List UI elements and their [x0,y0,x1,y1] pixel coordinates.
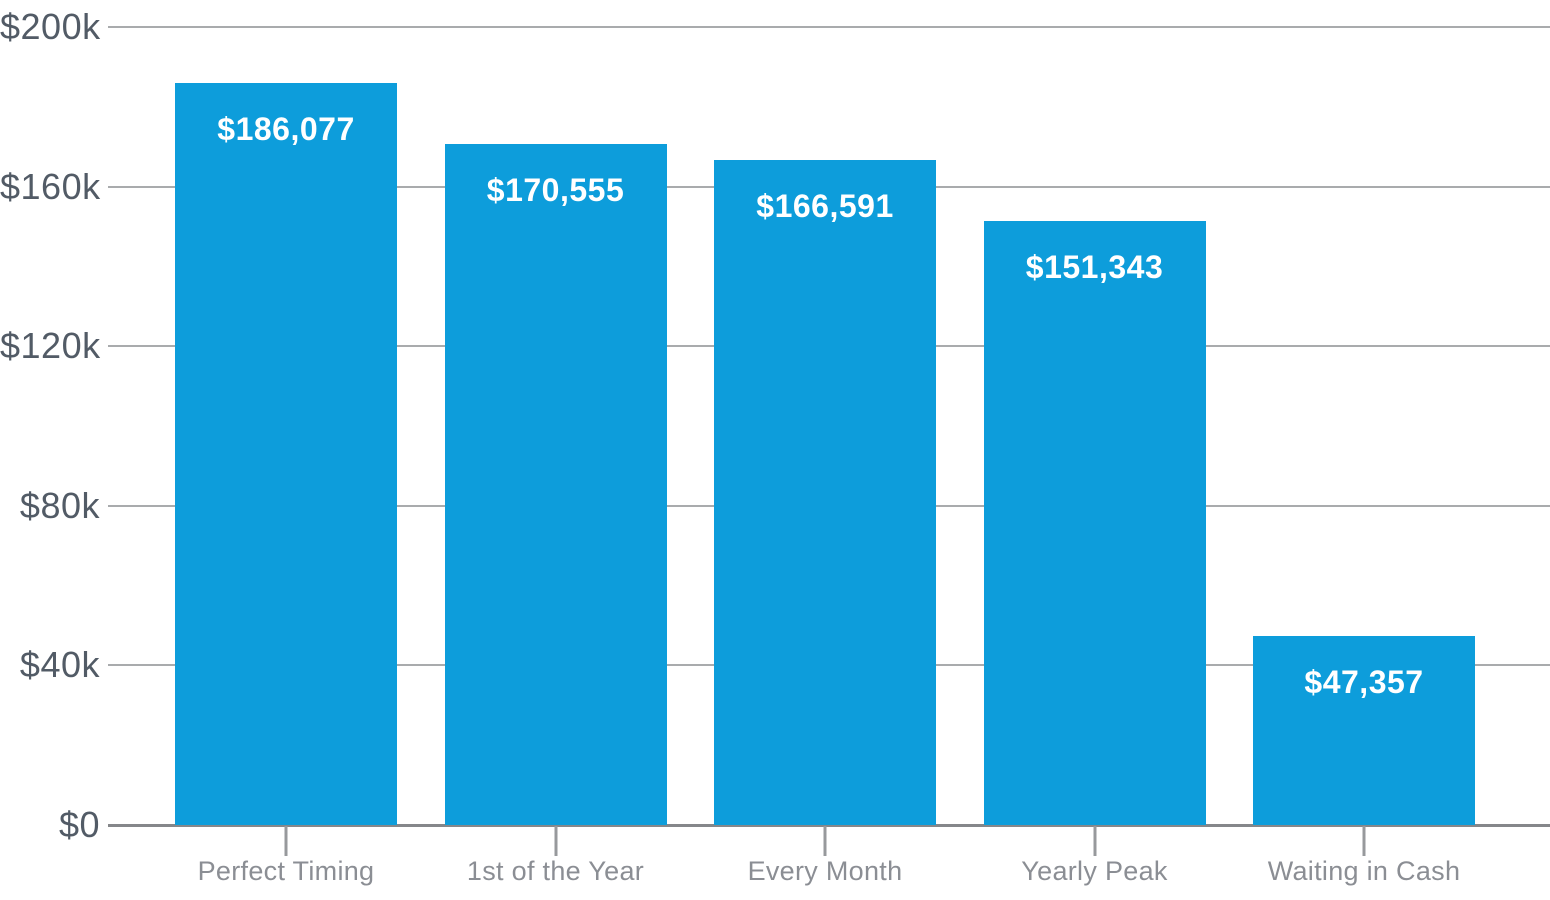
y-tick-label: $0 [58,804,100,845]
bar-value-label: $186,077 [217,110,355,147]
category-label: Yearly Peak [1021,856,1168,886]
bar-value-label: $170,555 [486,172,625,209]
y-tick-label: $40k [19,644,100,686]
x-axis-baseline [108,824,1550,827]
bar: $151,343 [983,221,1206,825]
category-label: Perfect Timing [197,856,375,886]
x-tick-mark [1362,826,1366,856]
bar-value-label: $151,343 [1025,249,1164,286]
gridline [108,26,1550,28]
y-tick-label: $80k [19,484,100,526]
x-tick-mark [284,826,288,856]
x-tick-mark [554,826,557,856]
category-label: 1st of the Year [466,856,645,886]
category-label: Every Month [747,856,903,886]
bar: $166,591 [714,160,936,825]
x-tick-mark [823,826,827,856]
y-tick-label: $160k [0,165,101,207]
bar: $186,077 [175,82,397,825]
bar-value-label: $166,591 [756,188,894,225]
bar: $47,357 [1253,636,1475,825]
bar: $170,555 [444,144,667,825]
bar-value-label: $47,357 [1304,664,1424,701]
y-tick-label: $200k [0,6,101,47]
x-tick-mark [1093,826,1096,856]
y-tick-label: $120k [0,325,101,367]
category-label: Waiting in Cash [1267,856,1461,886]
